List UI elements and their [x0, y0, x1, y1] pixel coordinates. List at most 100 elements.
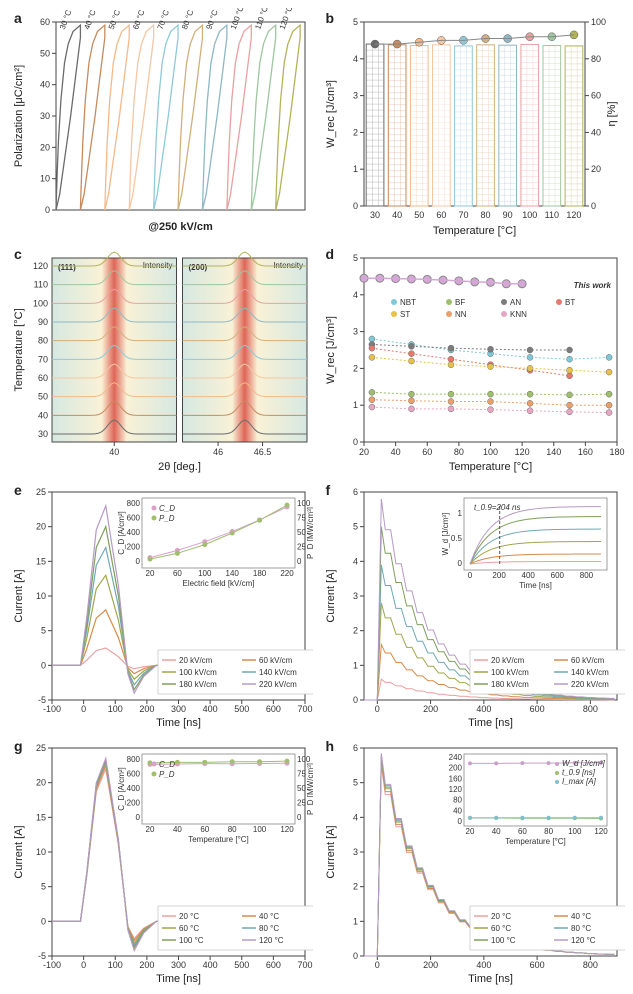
svg-text:0: 0 — [352, 951, 357, 961]
svg-text:800: 800 — [127, 499, 141, 508]
panel-c: c (111)Intensity403040506070809010011012… — [8, 244, 314, 474]
svg-text:800: 800 — [127, 755, 141, 764]
svg-text:0: 0 — [374, 960, 379, 970]
svg-text:120: 120 — [514, 447, 529, 457]
svg-text:0: 0 — [457, 559, 462, 568]
svg-text:110: 110 — [544, 210, 558, 220]
svg-text:0: 0 — [81, 960, 86, 970]
svg-text:(111): (111) — [58, 263, 76, 272]
svg-text:20: 20 — [146, 825, 155, 834]
svg-text:2: 2 — [352, 626, 357, 636]
svg-text:80 °C: 80 °C — [180, 9, 195, 31]
svg-text:70: 70 — [458, 210, 468, 220]
svg-text:C_D: C_D — [159, 504, 175, 513]
svg-text:100: 100 — [253, 825, 267, 834]
svg-text:200: 200 — [448, 764, 462, 773]
svg-text:100: 100 — [297, 755, 311, 764]
svg-text:0: 0 — [467, 571, 472, 580]
figure-grid: a 0102030405060Polarization [μC/cm²]30 °… — [8, 8, 625, 986]
svg-text:60 kV/cm: 60 kV/cm — [571, 656, 605, 665]
svg-text:40 °C: 40 °C — [259, 912, 279, 921]
svg-text:15: 15 — [36, 556, 46, 566]
svg-text:220 kV/cm: 220 kV/cm — [259, 680, 297, 689]
svg-text:100 °C: 100 °C — [491, 936, 516, 945]
svg-text:P_D [MW/cm³]: P_D [MW/cm³] — [306, 763, 313, 815]
svg-text:60: 60 — [517, 827, 526, 836]
svg-text:40: 40 — [38, 410, 48, 420]
svg-text:60: 60 — [173, 569, 182, 578]
svg-text:0: 0 — [41, 916, 46, 926]
svg-text:Temperature [°C]: Temperature [°C] — [188, 835, 249, 844]
svg-text:60 °C: 60 °C — [131, 9, 146, 31]
svg-text:20: 20 — [591, 164, 601, 174]
svg-text:180 kV/cm: 180 kV/cm — [491, 680, 529, 689]
svg-text:80: 80 — [38, 336, 48, 346]
panel-a-label: a — [14, 10, 22, 26]
svg-text:50: 50 — [38, 392, 48, 402]
svg-text:46: 46 — [213, 447, 223, 457]
panel-b-chart: 012345020406080100W_rec [J/cm³]η [%]3040… — [320, 8, 625, 238]
svg-text:Polarization [μC/cm²]: Polarization [μC/cm²] — [13, 65, 25, 167]
svg-text:-100: -100 — [43, 960, 61, 970]
svg-text:0: 0 — [81, 704, 86, 714]
svg-text:This work: This work — [573, 281, 611, 290]
svg-text:100: 100 — [522, 210, 537, 220]
svg-text:Time [ns]: Time [ns] — [468, 973, 513, 985]
panel-g: g -1000100200300400500600700-50510152025… — [8, 736, 314, 986]
svg-text:500: 500 — [234, 960, 249, 970]
svg-text:220 kV/cm: 220 kV/cm — [571, 680, 609, 689]
svg-text:40: 40 — [173, 825, 182, 834]
svg-text:η [%]: η [%] — [606, 101, 618, 126]
svg-text:P_D: P_D — [159, 770, 175, 779]
svg-text:0: 0 — [136, 557, 141, 566]
svg-text:60: 60 — [38, 373, 48, 383]
svg-text:2: 2 — [352, 127, 357, 137]
svg-text:5: 5 — [41, 882, 46, 892]
svg-text:ST: ST — [400, 310, 410, 319]
panel-b-label: b — [326, 10, 335, 26]
svg-text:300: 300 — [171, 960, 186, 970]
svg-text:KNN: KNN — [510, 310, 527, 319]
svg-text:Temperature [°C]: Temperature [°C] — [432, 225, 515, 237]
svg-text:40: 40 — [392, 210, 402, 220]
svg-text:160: 160 — [577, 447, 592, 457]
svg-text:120: 120 — [594, 827, 608, 836]
svg-text:100: 100 — [297, 499, 311, 508]
svg-text:0: 0 — [457, 817, 462, 826]
svg-text:220: 220 — [280, 569, 294, 578]
svg-text:60 °C: 60 °C — [179, 924, 199, 933]
svg-text:180 kV/cm: 180 kV/cm — [179, 680, 217, 689]
svg-text:5: 5 — [352, 253, 357, 263]
svg-text:700: 700 — [297, 704, 312, 714]
svg-text:80: 80 — [453, 796, 462, 805]
svg-text:W_d [J/cm³]: W_d [J/cm³] — [441, 513, 450, 556]
svg-text:20 °C: 20 °C — [491, 912, 511, 921]
svg-text:Current [A]: Current [A] — [325, 825, 337, 878]
svg-text:1: 1 — [352, 400, 357, 410]
svg-text:120 °C: 120 °C — [571, 936, 596, 945]
svg-text:0: 0 — [352, 437, 357, 447]
svg-text:20: 20 — [358, 447, 368, 457]
svg-text:25: 25 — [36, 743, 46, 753]
svg-text:400: 400 — [521, 571, 535, 580]
svg-text:W_rec [J/cm³]: W_rec [J/cm³] — [325, 80, 337, 148]
svg-text:0: 0 — [45, 205, 50, 215]
svg-text:NBT: NBT — [400, 298, 416, 307]
svg-text:20: 20 — [40, 142, 50, 152]
svg-text:20 °C: 20 °C — [179, 912, 199, 921]
svg-text:20: 20 — [36, 778, 46, 788]
svg-text:100 °C: 100 °C — [179, 936, 204, 945]
svg-text:200: 200 — [139, 704, 154, 714]
svg-text:Time [ns]: Time [ns] — [156, 717, 201, 729]
svg-text:5: 5 — [41, 626, 46, 636]
panel-f-label: f — [326, 482, 331, 498]
panel-b: b 012345020406080100W_rec [J/cm³]η [%]30… — [320, 8, 626, 238]
svg-text:600: 600 — [529, 960, 544, 970]
svg-text:Temperature [°C]: Temperature [°C] — [448, 461, 531, 473]
svg-text:80: 80 — [591, 54, 601, 64]
svg-text:P_D: P_D — [159, 514, 175, 523]
svg-text:0: 0 — [591, 201, 596, 211]
panel-g-chart: -1000100200300400500600700-50510152025Cu… — [8, 736, 313, 986]
svg-text:10: 10 — [36, 591, 46, 601]
svg-text:140: 140 — [226, 569, 240, 578]
